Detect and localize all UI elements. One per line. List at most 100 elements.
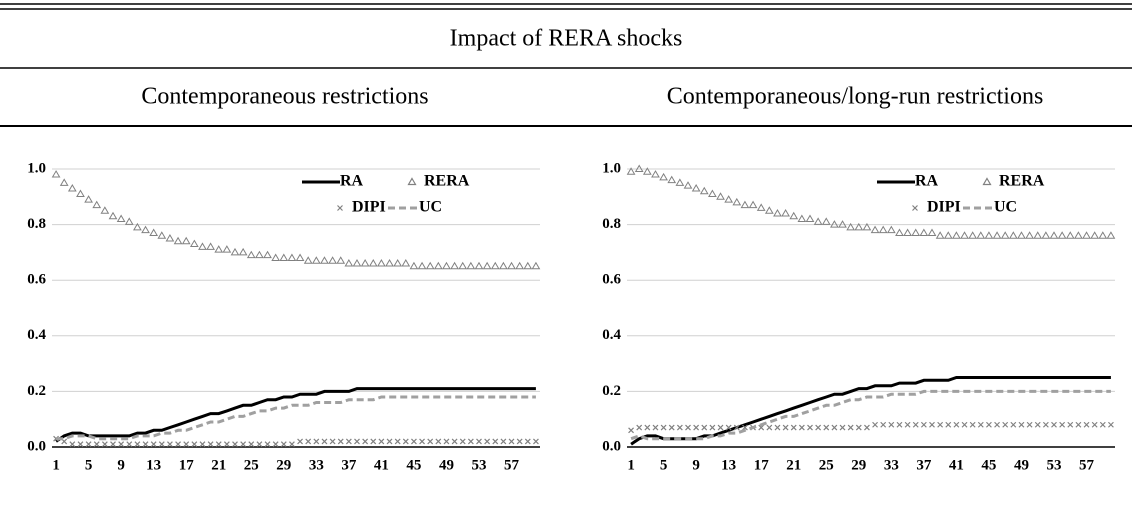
legend-label: DIPI bbox=[927, 199, 961, 216]
point-marker bbox=[903, 228, 912, 236]
point-marker bbox=[1018, 421, 1025, 428]
point-marker bbox=[1057, 231, 1067, 239]
point-marker bbox=[500, 438, 507, 445]
point-marker bbox=[321, 438, 328, 445]
point-marker bbox=[1000, 231, 1010, 239]
x-tick-label: 37 bbox=[916, 457, 932, 473]
panel-title: Contemporaneous/long-run restrictions bbox=[667, 84, 1044, 110]
point-marker bbox=[912, 421, 919, 428]
point-marker bbox=[158, 441, 165, 448]
point-marker bbox=[872, 421, 878, 428]
point-marker bbox=[1099, 421, 1106, 428]
point-marker bbox=[100, 206, 110, 214]
point-marker bbox=[524, 438, 531, 445]
point-marker bbox=[994, 421, 1000, 428]
point-marker bbox=[1051, 421, 1057, 428]
point-marker bbox=[1098, 231, 1108, 239]
point-marker bbox=[523, 261, 533, 270]
point-marker bbox=[952, 231, 961, 239]
x-tick-label: 9 bbox=[117, 457, 125, 473]
point-marker bbox=[937, 421, 944, 428]
point-marker bbox=[516, 438, 523, 445]
point-marker bbox=[1049, 231, 1059, 239]
point-marker bbox=[150, 441, 157, 448]
point-marker bbox=[466, 261, 476, 270]
point-marker bbox=[409, 261, 419, 270]
point-marker bbox=[773, 208, 782, 217]
point-marker bbox=[782, 424, 789, 431]
point-marker bbox=[183, 441, 190, 448]
point-marker bbox=[821, 217, 831, 225]
point-marker bbox=[175, 441, 181, 448]
legend-label: RA bbox=[340, 173, 364, 190]
point-marker bbox=[920, 421, 927, 428]
point-marker bbox=[839, 424, 846, 431]
point-marker bbox=[84, 195, 93, 203]
point-marker bbox=[709, 424, 716, 431]
point-marker bbox=[660, 424, 667, 431]
point-marker bbox=[482, 261, 492, 270]
point-marker bbox=[960, 231, 969, 239]
legend-label: RA bbox=[915, 173, 939, 190]
point-marker bbox=[126, 441, 133, 448]
point-marker bbox=[297, 438, 303, 445]
point-marker bbox=[499, 261, 508, 270]
point-marker bbox=[531, 261, 541, 270]
point-marker bbox=[336, 256, 346, 264]
point-marker bbox=[393, 259, 403, 267]
point-marker bbox=[459, 438, 466, 445]
point-marker bbox=[385, 259, 394, 267]
point-marker bbox=[141, 225, 150, 234]
point-marker bbox=[831, 424, 838, 431]
point-marker bbox=[1025, 231, 1034, 239]
point-marker bbox=[943, 231, 953, 239]
point-marker bbox=[733, 424, 740, 431]
point-marker bbox=[370, 438, 377, 445]
x-tick-label: 29 bbox=[276, 457, 291, 473]
point-marker bbox=[240, 441, 247, 448]
x-tick-label: 13 bbox=[146, 457, 161, 473]
point-marker bbox=[758, 424, 765, 431]
point-marker bbox=[92, 200, 102, 209]
point-marker bbox=[651, 170, 660, 178]
point-marker bbox=[895, 228, 904, 236]
point-marker bbox=[1008, 231, 1018, 239]
point-marker bbox=[443, 438, 450, 445]
point-marker bbox=[402, 438, 409, 445]
x-tick-label: 21 bbox=[786, 457, 801, 473]
legend-label: UC bbox=[994, 199, 1017, 216]
x-tick-label: 5 bbox=[85, 457, 93, 473]
point-marker bbox=[149, 228, 159, 236]
point-marker bbox=[716, 192, 725, 200]
x-tick-label: 25 bbox=[244, 457, 259, 473]
point-marker bbox=[919, 228, 929, 236]
point-marker bbox=[417, 261, 427, 270]
point-marker bbox=[450, 261, 459, 270]
point-marker bbox=[798, 424, 805, 431]
point-marker bbox=[442, 261, 451, 270]
point-marker bbox=[1017, 231, 1026, 239]
point-marker bbox=[329, 438, 336, 445]
point-marker bbox=[425, 261, 435, 270]
point-marker bbox=[230, 247, 240, 256]
point-marker bbox=[377, 259, 386, 267]
x-tick-label: 45 bbox=[406, 457, 421, 473]
point-marker bbox=[76, 189, 85, 198]
point-marker bbox=[1082, 231, 1091, 239]
legend-label: UC bbox=[419, 199, 442, 216]
point-marker bbox=[1059, 421, 1066, 428]
point-marker bbox=[911, 228, 921, 236]
point-marker bbox=[1074, 231, 1083, 239]
point-marker bbox=[272, 441, 279, 448]
point-marker bbox=[846, 222, 856, 231]
point-marker bbox=[984, 231, 994, 239]
point-marker bbox=[904, 421, 911, 428]
point-marker bbox=[693, 424, 700, 431]
point-marker bbox=[362, 438, 369, 445]
panel-title: Contemporaneous restrictions bbox=[141, 84, 428, 110]
y-tick-label: 0.2 bbox=[27, 383, 46, 399]
point-marker bbox=[935, 231, 945, 239]
point-marker bbox=[805, 214, 815, 223]
legend-label: RERA bbox=[424, 173, 470, 190]
point-marker bbox=[173, 236, 183, 245]
